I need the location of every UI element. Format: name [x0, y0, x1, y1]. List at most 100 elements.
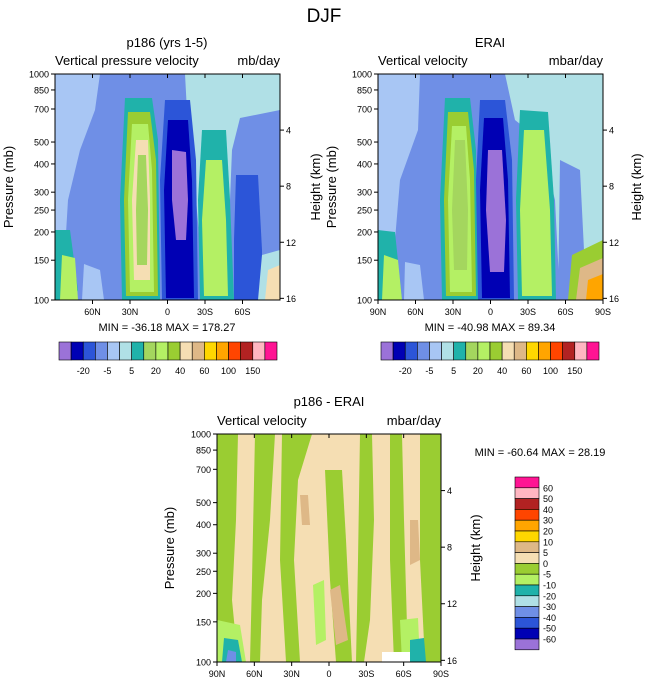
colorbar-swatch — [441, 341, 454, 361]
figure-title: DJF — [307, 6, 342, 27]
x-tick-label: 90N — [209, 669, 226, 679]
y-tick-label: 400 — [196, 520, 211, 530]
colorbar-swatch — [514, 487, 540, 499]
colorbar-label: -5 — [543, 570, 551, 580]
colorbar-swatch — [95, 341, 108, 361]
colorbar-label: -10 — [543, 581, 556, 591]
y-tick-label: 500 — [34, 138, 49, 148]
y-tick-label: 850 — [196, 446, 211, 456]
colorbar-swatch — [264, 341, 278, 361]
contour-field — [217, 434, 441, 662]
axes: 100 150 200 250 300 400 500 700 850 1000 16 12 8 4 60N… — [29, 70, 296, 318]
panel-difference: p186 - ERAI Vertical velocity mbar/day 1… — [162, 394, 605, 679]
colorbar-swatch — [228, 341, 241, 361]
panel-title: p186 (yrs 1-5) — [127, 35, 208, 50]
colorbar-swatch — [514, 595, 540, 607]
axes: 100 150 200 250 300 400 500 700 850 1000 16 12 8 4 90N… — [191, 430, 457, 680]
y-tick-label: 250 — [357, 206, 372, 216]
colorbar-swatch — [514, 530, 540, 543]
panel-subtitle-left: Vertical pressure velocity — [55, 53, 199, 68]
y-right-tick-label: 4 — [286, 126, 291, 136]
colorbar-label: -60 — [543, 635, 556, 645]
colorbar-label: 60 — [543, 483, 553, 493]
y-tick-label: 400 — [357, 159, 372, 169]
colorbar-swatch — [514, 498, 540, 510]
colorbar-swatch — [191, 341, 205, 361]
y-tick-label: 700 — [196, 465, 211, 475]
colorbar-swatch — [216, 341, 229, 361]
colorbar-label: -40 — [543, 613, 556, 623]
colorbar: -20 -5 5 20 40 60 100 150 — [58, 341, 278, 376]
x-tick-label: 60N — [407, 307, 424, 317]
colorbar-swatch — [107, 341, 120, 361]
colorbar-label: 5 — [451, 366, 456, 376]
colorbar-label: 5 — [129, 366, 134, 376]
x-tick-label: 60S — [234, 307, 250, 317]
panel-model: p186 (yrs 1-5) Vertical pressure velocit… — [1, 35, 323, 376]
y-tick-label: 700 — [34, 105, 49, 115]
colorbar-swatch — [538, 341, 551, 361]
y-tick-label: 1000 — [29, 70, 49, 80]
colorbar-label: 10 — [543, 537, 553, 547]
stats-label: MIN = -36.18 MAX = 178.27 — [99, 322, 236, 334]
colorbar-label: -50 — [543, 624, 556, 634]
colorbar-label: 100 — [543, 366, 558, 376]
contour-field — [55, 74, 280, 300]
colorbar-swatch — [252, 341, 266, 361]
y-tick-label: 400 — [34, 159, 49, 169]
colorbar-swatch — [514, 584, 540, 597]
colorbar-swatch — [514, 573, 540, 586]
y-tick-label: 700 — [357, 105, 372, 115]
colorbar: -20 -5 5 20 40 60 100 150 — [380, 341, 600, 376]
y-axis-right-label: Height (km) — [308, 153, 323, 220]
colorbar-swatch — [514, 617, 540, 629]
colorbar-swatch — [477, 341, 491, 361]
y-axis-right-label: Height (km) — [629, 153, 644, 220]
y-right-tick-label: 16 — [609, 294, 619, 304]
y-tick-label: 1000 — [352, 70, 372, 80]
y-tick-label: 150 — [357, 256, 372, 266]
colorbar-label: 20 — [543, 527, 553, 537]
colorbar-swatch — [514, 541, 540, 553]
x-tick-label: 90S — [595, 307, 611, 317]
panel-erai: ERAI Vertical velocity mbar/day 100 150 20 — [324, 35, 644, 376]
colorbar-swatch — [417, 341, 430, 361]
y-right-tick-label: 8 — [609, 182, 614, 192]
colorbar-swatch — [453, 341, 467, 361]
panel-subtitle-right: mbar/day — [387, 413, 442, 428]
colorbar-swatch — [562, 341, 576, 361]
y-tick-label: 100 — [34, 296, 49, 306]
colorbar-swatch — [131, 341, 145, 361]
y-right-tick-label: 12 — [286, 238, 296, 248]
colorbar-swatch — [514, 606, 540, 618]
colorbar-label: -20 — [543, 591, 556, 601]
colorbar-label: -20 — [77, 366, 90, 376]
panel-subtitle-left: Vertical velocity — [378, 53, 468, 68]
y-right-tick-label: 12 — [447, 599, 457, 609]
colorbar-label: 60 — [521, 366, 531, 376]
colorbar-swatch — [550, 341, 563, 361]
colorbar-label: 100 — [221, 366, 236, 376]
x-tick-label: 0 — [326, 669, 331, 679]
colorbar-swatch — [465, 341, 479, 361]
colorbar-swatch — [526, 341, 539, 361]
colorbar-label: 150 — [567, 366, 582, 376]
y-tick-label: 300 — [357, 188, 372, 198]
colorbar-label: -5 — [103, 366, 111, 376]
colorbar-label: 40 — [543, 505, 553, 515]
colorbar-swatch — [82, 341, 96, 361]
colorbar-swatch — [586, 341, 600, 361]
x-tick-label: 0 — [488, 307, 493, 317]
y-tick-label: 200 — [34, 227, 49, 237]
y-axis-label: Pressure (mb) — [1, 146, 16, 228]
colorbar-swatch — [204, 341, 217, 361]
colorbar-label: 20 — [473, 366, 483, 376]
colorbar-swatch — [514, 519, 540, 532]
colorbar-label: 150 — [245, 366, 260, 376]
y-right-tick-label: 12 — [609, 238, 619, 248]
colorbar-swatch — [70, 341, 84, 361]
colorbar-label: -5 — [425, 366, 433, 376]
colorbar-swatch — [574, 341, 588, 361]
